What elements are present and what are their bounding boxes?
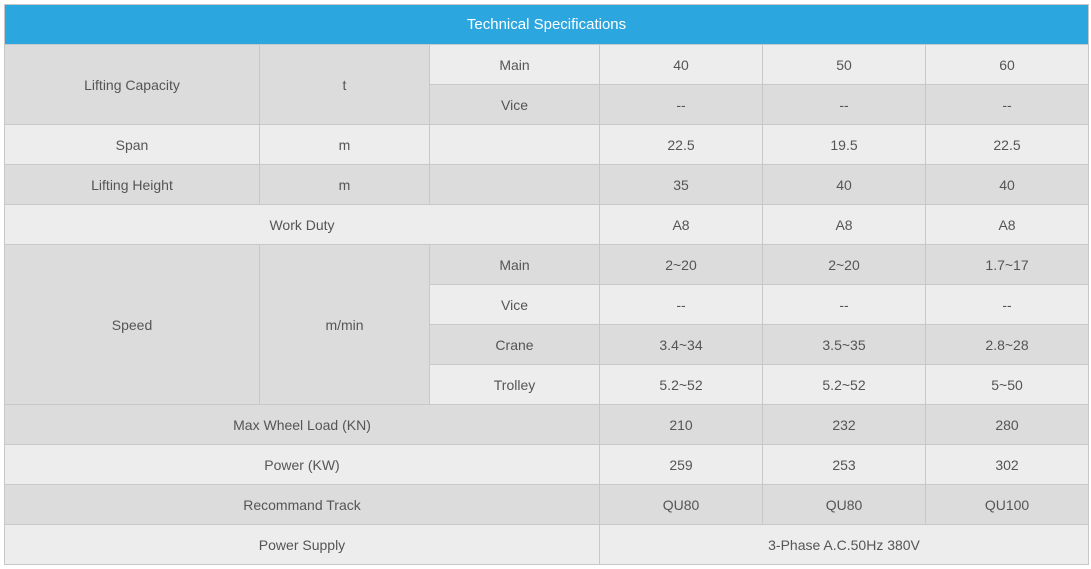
- cell-span-v2: 19.5: [763, 125, 926, 165]
- cell-power-v2: 253: [763, 445, 926, 485]
- cell-rt-label: Recommand Track: [5, 485, 600, 525]
- cell-lh-v1: 35: [600, 165, 763, 205]
- cell-speed-main-v1: 2~20: [600, 245, 763, 285]
- cell-power-label: Power (KW): [5, 445, 600, 485]
- cell-speed-main-label: Main: [430, 245, 600, 285]
- cell-wd-v3: A8: [926, 205, 1089, 245]
- cell-speed-trolley-label: Trolley: [430, 365, 600, 405]
- cell-speed-unit: m/min: [260, 245, 430, 405]
- row-max-wheel-load: Max Wheel Load (KN) 210 232 280: [5, 405, 1089, 445]
- cell-speed-crane-v3: 2.8~28: [926, 325, 1089, 365]
- cell-lc-vice-label: Vice: [430, 85, 600, 125]
- cell-mwl-label: Max Wheel Load (KN): [5, 405, 600, 445]
- cell-speed-trolley-v3: 5~50: [926, 365, 1089, 405]
- cell-speed-main-v2: 2~20: [763, 245, 926, 285]
- row-power: Power (KW) 259 253 302: [5, 445, 1089, 485]
- cell-rt-v3: QU100: [926, 485, 1089, 525]
- cell-span-label: Span: [5, 125, 260, 165]
- cell-speed-trolley-v2: 5.2~52: [763, 365, 926, 405]
- cell-speed-crane-v2: 3.5~35: [763, 325, 926, 365]
- cell-ps-label: Power Supply: [5, 525, 600, 565]
- cell-wd-v2: A8: [763, 205, 926, 245]
- row-lifting-height: Lifting Height m 35 40 40: [5, 165, 1089, 205]
- cell-speed-vice-v2: --: [763, 285, 926, 325]
- row-power-supply: Power Supply 3-Phase A.C.50Hz 380V: [5, 525, 1089, 565]
- cell-speed-trolley-v1: 5.2~52: [600, 365, 763, 405]
- cell-lc-vice-v3: --: [926, 85, 1089, 125]
- cell-speed-vice-label: Vice: [430, 285, 600, 325]
- cell-span-v1: 22.5: [600, 125, 763, 165]
- row-lifting-capacity-main: Lifting Capacity t Main 40 50 60: [5, 45, 1089, 85]
- cell-lc-main-label: Main: [430, 45, 600, 85]
- row-span: Span m 22.5 19.5 22.5: [5, 125, 1089, 165]
- row-recommand-track: Recommand Track QU80 QU80 QU100: [5, 485, 1089, 525]
- row-speed-main: Speed m/min Main 2~20 2~20 1.7~17: [5, 245, 1089, 285]
- row-work-duty: Work Duty A8 A8 A8: [5, 205, 1089, 245]
- cell-lc-unit: t: [260, 45, 430, 125]
- cell-mwl-v1: 210: [600, 405, 763, 445]
- cell-speed-label: Speed: [5, 245, 260, 405]
- cell-lc-main-v2: 50: [763, 45, 926, 85]
- cell-ps-value: 3-Phase A.C.50Hz 380V: [600, 525, 1089, 565]
- cell-span-v3: 22.5: [926, 125, 1089, 165]
- cell-rt-v2: QU80: [763, 485, 926, 525]
- cell-rt-v1: QU80: [600, 485, 763, 525]
- cell-speed-main-v3: 1.7~17: [926, 245, 1089, 285]
- cell-mwl-v2: 232: [763, 405, 926, 445]
- cell-lc-vice-v1: --: [600, 85, 763, 125]
- cell-wd-label: Work Duty: [5, 205, 600, 245]
- cell-lh-v3: 40: [926, 165, 1089, 205]
- cell-mwl-v3: 280: [926, 405, 1089, 445]
- cell-lc-main-v3: 60: [926, 45, 1089, 85]
- cell-lc-label: Lifting Capacity: [5, 45, 260, 125]
- cell-lc-main-v1: 40: [600, 45, 763, 85]
- cell-power-v3: 302: [926, 445, 1089, 485]
- cell-lh-v2: 40: [763, 165, 926, 205]
- cell-speed-vice-v1: --: [600, 285, 763, 325]
- cell-span-unit: m: [260, 125, 430, 165]
- cell-speed-vice-v3: --: [926, 285, 1089, 325]
- cell-lh-label: Lifting Height: [5, 165, 260, 205]
- cell-lh-unit: m: [260, 165, 430, 205]
- cell-power-v1: 259: [600, 445, 763, 485]
- spec-table: Technical Specifications Lifting Capacit…: [4, 4, 1089, 565]
- cell-span-blank: [430, 125, 600, 165]
- table-title: Technical Specifications: [5, 5, 1089, 45]
- cell-lc-vice-v2: --: [763, 85, 926, 125]
- cell-speed-crane-label: Crane: [430, 325, 600, 365]
- cell-speed-crane-v1: 3.4~34: [600, 325, 763, 365]
- cell-lh-blank: [430, 165, 600, 205]
- cell-wd-v1: A8: [600, 205, 763, 245]
